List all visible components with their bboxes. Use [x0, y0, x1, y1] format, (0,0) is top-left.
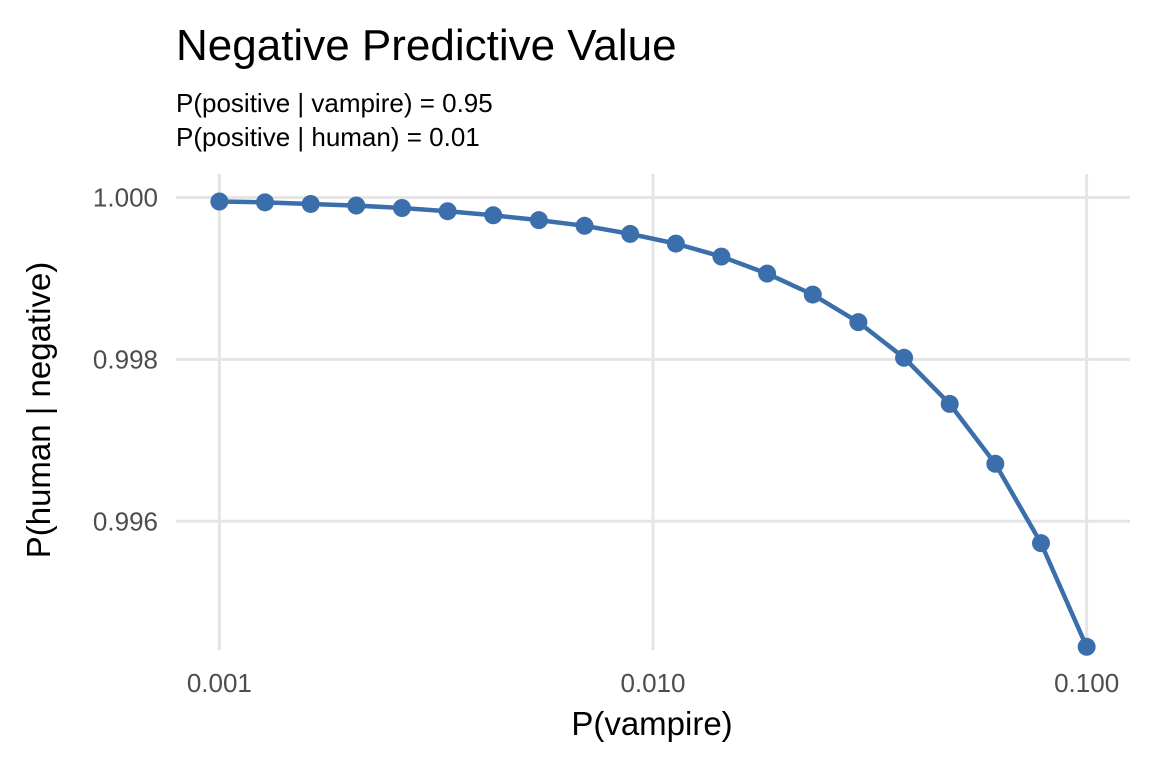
chart-subtitle-line-1: P(positive | vampire) = 0.95	[176, 88, 493, 118]
chart-title: Negative Predictive Value	[176, 21, 677, 70]
data-point	[986, 454, 1005, 473]
data-point	[529, 211, 548, 230]
data-point	[347, 196, 366, 215]
y-tick-label: 0.996	[93, 506, 158, 536]
data-point	[255, 193, 274, 212]
y-axis-title: P(human | negative)	[20, 262, 57, 559]
x-tick-label: 0.001	[187, 668, 252, 698]
x-tick-label: 0.100	[1054, 668, 1119, 698]
data-point	[301, 194, 320, 213]
data-point	[849, 313, 868, 332]
y-tick-label: 0.998	[93, 344, 158, 374]
chart-subtitle-line-2: P(positive | human) = 0.01	[176, 122, 480, 152]
data-point	[621, 224, 640, 243]
plot-area: 0.996 0.998 1.000 0.001 0.010 0.100	[93, 174, 1130, 698]
data-point	[758, 264, 777, 283]
x-axis-title: P(vampire)	[571, 705, 732, 742]
data-point	[210, 192, 229, 211]
data-point	[895, 348, 914, 367]
data-point	[803, 285, 822, 304]
y-tick-label: 1.000	[93, 182, 158, 212]
data-point	[1077, 637, 1096, 656]
data-point	[575, 216, 594, 235]
data-point	[666, 234, 685, 253]
x-tick-label: 0.010	[620, 668, 685, 698]
data-point	[712, 247, 731, 266]
data-point	[1032, 534, 1050, 553]
data-point	[392, 199, 411, 217]
data-point	[438, 202, 457, 221]
data-point	[484, 206, 503, 225]
data-point	[940, 394, 959, 413]
